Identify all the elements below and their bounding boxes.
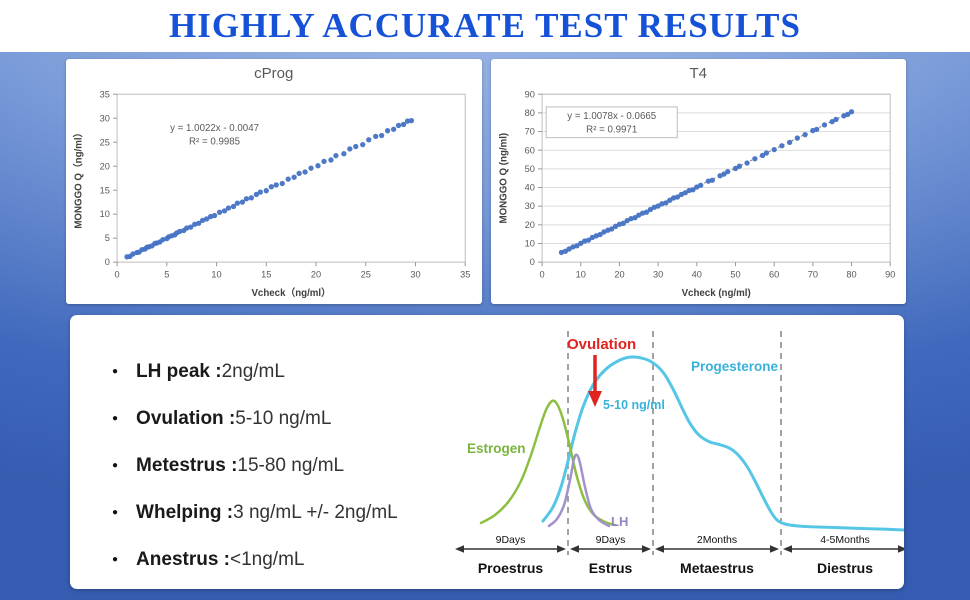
chart-title-cprog: cProg	[254, 65, 294, 82]
svg-text:0: 0	[539, 269, 544, 279]
hormone-term: Anestrus :	[136, 549, 231, 571]
svg-text:5: 5	[105, 233, 110, 243]
chart-title-t4: T4	[689, 65, 707, 82]
list-item: ● Ovulation : 5-10 ng/mL	[112, 408, 450, 430]
svg-text:30: 30	[410, 269, 420, 279]
svg-text:90: 90	[524, 89, 534, 99]
svg-text:35: 35	[100, 89, 110, 99]
page-title: HIGHLY ACCURATE TEST RESULTS	[168, 6, 801, 45]
svg-text:5-10 ng/ml: 5-10 ng/ml	[603, 398, 665, 412]
hormone-value: <1ng/mL	[230, 549, 305, 571]
svg-text:50: 50	[524, 164, 534, 174]
svg-text:15: 15	[261, 269, 271, 279]
bullet-icon: ●	[112, 460, 119, 472]
svg-text:70: 70	[524, 127, 534, 137]
svg-text:Diestrus: Diestrus	[817, 560, 873, 576]
svg-text:30: 30	[100, 113, 110, 123]
svg-text:2Months: 2Months	[697, 534, 737, 546]
svg-text:5: 5	[164, 269, 169, 279]
svg-text:10: 10	[524, 239, 534, 249]
svg-text:y = 1.0022x - 0.0047: y = 1.0022x - 0.0047	[170, 123, 259, 134]
charts-row: cProg 0 5 10 15 20 25 30 35 0 5 10 15 20 25 30 35 Vcheck…	[0, 52, 970, 305]
hormone-value: 15-80 ng/mL	[237, 455, 345, 477]
svg-text:10: 10	[211, 269, 221, 279]
list-item: ● Metestrus : 15-80 ng/mL	[112, 455, 450, 477]
svg-text:LH: LH	[611, 514, 628, 529]
svg-text:40: 40	[524, 183, 534, 193]
hormone-bullet-list: ● LH peak : 2ng/mL ● Ovulation : 5-10 ng/mL…	[70, 315, 450, 589]
chart-card-cprog: cProg 0 5 10 15 20 25 30 35 0 5 10 15 20 25 30 35 Vcheck…	[66, 59, 482, 305]
svg-text:30: 30	[524, 201, 534, 211]
svg-text:Vcheck (ng/ml): Vcheck (ng/ml)	[681, 288, 750, 299]
hormone-term: LH peak :	[136, 361, 222, 383]
list-item: ● LH peak : 2ng/mL	[112, 361, 450, 383]
chart-card-t4: T4 0 10 20 30 40 50 60 70 80 90 0 10 20 30 40 50 60 70 80 9…	[490, 59, 906, 305]
svg-text:20: 20	[100, 161, 110, 171]
hormone-term: Ovulation :	[136, 408, 236, 430]
results-panel: ● LH peak : 2ng/mL ● Ovulation : 5-10 ng/mL…	[70, 315, 904, 590]
svg-text:Estrus: Estrus	[589, 560, 633, 576]
bullet-icon: ●	[112, 366, 119, 378]
svg-text:50: 50	[730, 269, 740, 279]
svg-text:Metaestrus: Metaestrus	[680, 560, 754, 576]
svg-text:20: 20	[311, 269, 321, 279]
hormone-term: Whelping :	[136, 502, 234, 524]
svg-text:30: 30	[653, 269, 663, 279]
svg-text:Progesterone: Progesterone	[691, 359, 779, 374]
svg-text:y = 1.0078x - 0.0665: y = 1.0078x - 0.0665	[567, 111, 656, 122]
hormone-value: 5-10 ng/mL	[235, 408, 332, 430]
svg-text:20: 20	[524, 220, 534, 230]
hormone-term: Metestrus :	[136, 455, 238, 477]
svg-text:Ovulation: Ovulation	[567, 336, 636, 353]
svg-text:25: 25	[361, 269, 371, 279]
list-item: ● Whelping : 3 ng/mL +/- 2ng/mL	[112, 502, 450, 524]
svg-text:10: 10	[575, 269, 585, 279]
svg-text:70: 70	[807, 269, 817, 279]
cprog-scatter-chart: 0 5 10 15 20 25 30 35 0 5 10 15 20 25 30 35 Vcheck（ng/ml…	[71, 89, 470, 299]
svg-text:R² = 0.9985: R² = 0.9985	[189, 136, 240, 147]
title-banner: HIGHLY ACCURATE TEST RESULTS	[0, 0, 970, 52]
svg-text:15: 15	[100, 185, 110, 195]
list-item: ● Anestrus : <1ng/mL	[112, 549, 450, 571]
svg-text:80: 80	[846, 269, 856, 279]
svg-text:Estrogen: Estrogen	[467, 441, 526, 456]
svg-text:35: 35	[460, 269, 470, 279]
svg-text:90: 90	[885, 269, 895, 279]
svg-text:40: 40	[691, 269, 701, 279]
svg-text:R² = 0.9971: R² = 0.9971	[586, 125, 637, 136]
svg-text:0: 0	[115, 269, 120, 279]
svg-text:60: 60	[769, 269, 779, 279]
svg-text:Proestrus: Proestrus	[478, 560, 544, 576]
svg-text:60: 60	[524, 145, 534, 155]
svg-text:25: 25	[100, 137, 110, 147]
hormone-value: 2ng/mL	[221, 361, 285, 383]
svg-text:MONGGO Q（ng/ml）: MONGGO Q（ng/ml）	[71, 128, 84, 229]
svg-text:9Days: 9Days	[596, 534, 626, 546]
bullet-icon: ●	[112, 554, 119, 566]
svg-text:10: 10	[100, 209, 110, 219]
svg-text:80: 80	[524, 108, 534, 118]
bullet-icon: ●	[112, 507, 119, 519]
svg-text:4-5Months: 4-5Months	[820, 534, 870, 546]
svg-text:MONGGO Q (ng/ml): MONGGO Q (ng/ml)	[498, 133, 509, 224]
svg-text:Vcheck（ng/ml）: Vcheck（ng/ml）	[251, 286, 330, 299]
bullet-icon: ●	[112, 413, 119, 425]
svg-text:0: 0	[529, 257, 534, 267]
svg-text:0: 0	[105, 257, 110, 267]
hormone-value: 3 ng/mL +/- 2ng/mL	[233, 502, 398, 524]
svg-text:20: 20	[614, 269, 624, 279]
cycle-diagram: Ovulation 5-10 ng/ml Progesterone Estrogen L…	[455, 331, 904, 576]
t4-scatter-chart: 0 10 20 30 40 50 60 70 80 90 0 10 20 30 40 50 60 70 80 90 Vc…	[498, 89, 895, 299]
svg-text:9Days: 9Days	[496, 534, 526, 546]
